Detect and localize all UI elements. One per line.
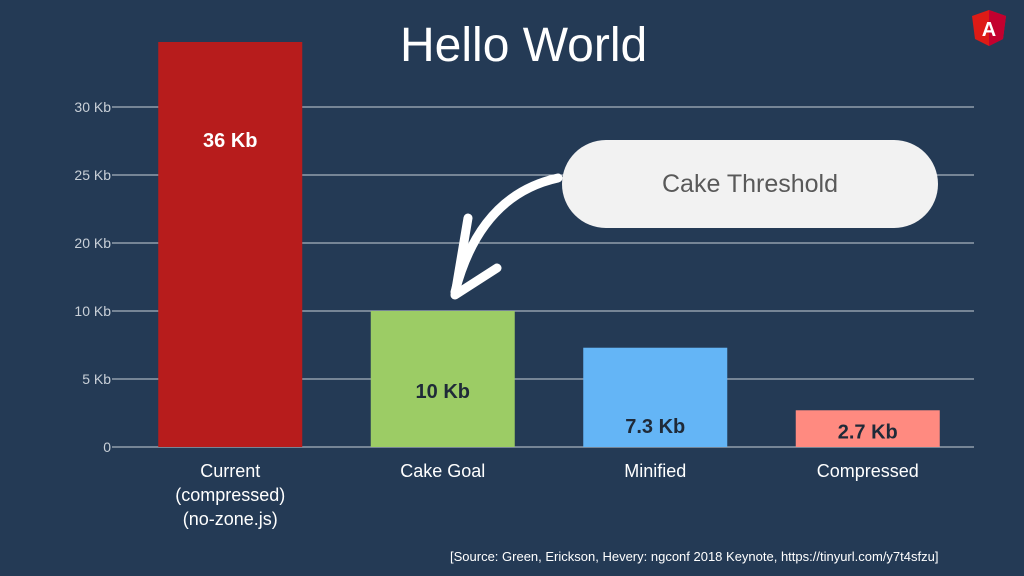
y-tick-label: 25 Kb	[74, 167, 111, 183]
logo-letter: A	[982, 19, 996, 41]
y-tick-label: 10 Kb	[74, 303, 111, 319]
x-category-line: (no-zone.js)	[183, 509, 278, 529]
x-category-line: Minified	[624, 461, 686, 481]
bar	[583, 347, 728, 447]
x-category-label: Current (compressed) (no-zone.js)	[175, 461, 285, 529]
x-category-label: Minified	[624, 461, 686, 481]
x-category-line: Cake Goal	[400, 461, 485, 481]
source-citation: [Source: Green, Erickson, Hevery: ngconf…	[450, 549, 939, 564]
curved-arrow-icon	[450, 173, 563, 300]
bar-data-label: 10 Kb	[416, 381, 470, 403]
bar	[158, 42, 303, 447]
cake-threshold-callout: Cake Threshold	[562, 140, 938, 228]
angular-logo-icon: A	[972, 10, 1006, 46]
bar-data-label: 7.3 Kb	[625, 416, 685, 438]
y-tick-label: 0	[103, 439, 111, 455]
y-tick-label: 30 Kb	[74, 99, 111, 115]
chart-title: Hello World	[400, 19, 648, 72]
x-axis-categories: Current (compressed) (no-zone.js) Cake Goal…	[175, 461, 919, 529]
x-category-line: (compressed)	[175, 485, 285, 505]
bars	[158, 42, 940, 447]
x-category-line: Current	[200, 461, 260, 481]
bar	[370, 311, 515, 447]
x-category-label: Compressed	[817, 461, 919, 481]
y-tick-label: 5 Kb	[82, 371, 111, 387]
bar-data-label: 2.7 Kb	[838, 421, 898, 443]
x-category-label: Cake Goal	[400, 461, 485, 481]
bar	[795, 410, 940, 447]
bar-data-label: 36 Kb	[203, 130, 257, 152]
callout-text: Cake Threshold	[661, 169, 839, 198]
y-axis-ticks: 0 5 Kb 10 Kb 20 Kb 25 Kb 30 Kb	[74, 99, 124, 455]
x-category-line: Compressed	[817, 461, 919, 481]
bar-labels: 36 Kb 10 Kb 7.3 Kb 2.7 Kb	[203, 130, 898, 443]
y-tick-label: 20 Kb	[74, 235, 111, 251]
